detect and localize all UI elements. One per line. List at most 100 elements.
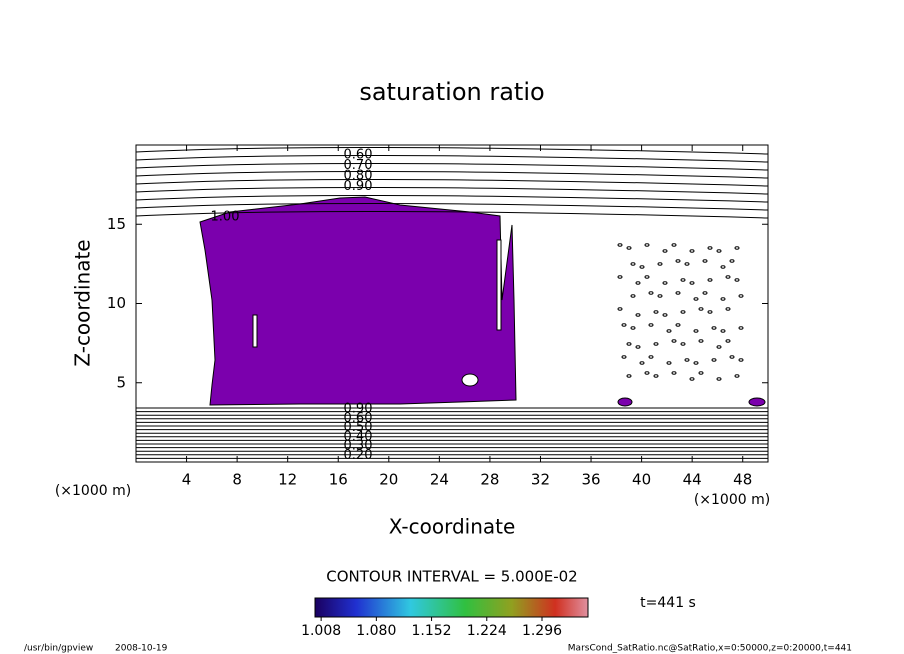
contour-speck	[680, 278, 686, 282]
contour-speck	[644, 275, 650, 279]
contour-speck	[711, 358, 717, 362]
white-patch	[496, 239, 502, 331]
contour-line	[135, 146, 769, 155]
contour-speck	[729, 355, 735, 359]
x-unit: (×1000 m)	[694, 492, 770, 508]
contour-line	[135, 210, 769, 219]
contour-speck	[648, 355, 654, 359]
contour-speck	[689, 377, 695, 381]
contour-label: 0.50	[344, 420, 373, 435]
contour-speck	[653, 342, 659, 346]
contour-label: 0.80	[344, 169, 373, 184]
contour-speck	[720, 265, 726, 269]
contour-speck	[617, 243, 623, 247]
contour-speck	[680, 310, 686, 314]
contour-line	[135, 194, 769, 203]
contour-speck	[648, 291, 654, 295]
contour-speck	[675, 259, 681, 263]
x-tick-label: 44	[683, 471, 702, 489]
contour-speck	[716, 249, 722, 253]
colorbar	[314, 597, 589, 618]
contour-label: 0.90	[344, 179, 373, 194]
contour-speck	[621, 323, 627, 327]
y-tick-label: 10	[107, 294, 126, 312]
contour-speck	[693, 361, 699, 365]
contour-speck	[707, 310, 713, 314]
filled-patch	[617, 397, 633, 407]
contour-speck	[702, 291, 708, 295]
contour-speck	[644, 371, 650, 375]
x-tick-label: 48	[733, 471, 752, 489]
contour-speck	[626, 246, 632, 250]
contour-speck	[626, 342, 632, 346]
contour-line	[135, 178, 769, 187]
chart-title: saturation ratio	[359, 78, 544, 106]
contour-speck	[689, 281, 695, 285]
footer-date: 2008-10-19	[115, 644, 168, 654]
contour-speck	[630, 326, 636, 330]
contour-speck	[657, 262, 663, 266]
contour-speck	[684, 262, 690, 266]
contour-speck	[639, 361, 645, 365]
contour-speck	[621, 355, 627, 359]
time-label: t=441 s	[640, 595, 696, 611]
contour-speck	[671, 371, 677, 375]
contour-speck	[716, 345, 722, 349]
contour-speck	[734, 246, 740, 250]
contour-speck	[671, 339, 677, 343]
contour-speck	[675, 291, 681, 295]
contour-speck	[693, 329, 699, 333]
contour-speck	[630, 262, 636, 266]
contour-speck	[635, 313, 641, 317]
filled-region	[199, 196, 517, 406]
contour-label: 0.20	[344, 448, 373, 463]
contour-speck	[698, 339, 704, 343]
contour-speck	[617, 275, 623, 279]
contour-label: 1.00	[211, 210, 240, 225]
contour-line	[135, 154, 769, 163]
colorbar-tick-label: 1.152	[412, 623, 452, 639]
colorbar-tick-label: 1.008	[301, 623, 341, 639]
y-tick-label: 5	[116, 373, 126, 391]
contour-interval: CONTOUR INTERVAL = 5.000E-02	[326, 568, 577, 586]
x-tick-label: 4	[182, 471, 192, 489]
filled-patch	[748, 397, 766, 407]
white-patch	[461, 373, 479, 387]
contour-speck	[653, 310, 659, 314]
contour-speck	[725, 307, 731, 311]
contour-speck	[734, 278, 740, 282]
footer-program: /usr/bin/gpview	[24, 644, 93, 654]
contour-speck	[630, 294, 636, 298]
contour-line	[135, 202, 769, 211]
contour-speck	[738, 294, 744, 298]
contour-line	[135, 170, 769, 179]
contour-speck	[680, 342, 686, 346]
colorbar-tick-label: 1.224	[467, 623, 507, 639]
y-unit: (×1000 m)	[55, 483, 131, 499]
contour-label: 0.70	[344, 158, 373, 173]
contour-speck	[648, 323, 654, 327]
contour-speck	[666, 329, 672, 333]
contour-speck	[635, 345, 641, 349]
contour-speck	[711, 326, 717, 330]
contour-speck	[617, 307, 623, 311]
contour-speck	[671, 243, 677, 247]
contour-speck	[725, 339, 731, 343]
contour-speck	[689, 249, 695, 253]
contour-speck	[725, 275, 731, 279]
contour-speck	[707, 278, 713, 282]
white-patch	[252, 314, 258, 348]
x-axis-label: X-coordinate	[389, 515, 516, 539]
contour-speck	[698, 371, 704, 375]
contour-speck	[662, 249, 668, 253]
x-tick-label: 28	[480, 471, 499, 489]
contour-speck	[626, 374, 632, 378]
x-tick-label: 12	[278, 471, 297, 489]
x-tick-label: 40	[632, 471, 651, 489]
contour-speck	[720, 297, 726, 301]
contour-speck	[666, 361, 672, 365]
contour-speck	[738, 358, 744, 362]
contour-speck	[707, 246, 713, 250]
contour-label: 0.60	[344, 148, 373, 163]
contour-speck	[693, 297, 699, 301]
